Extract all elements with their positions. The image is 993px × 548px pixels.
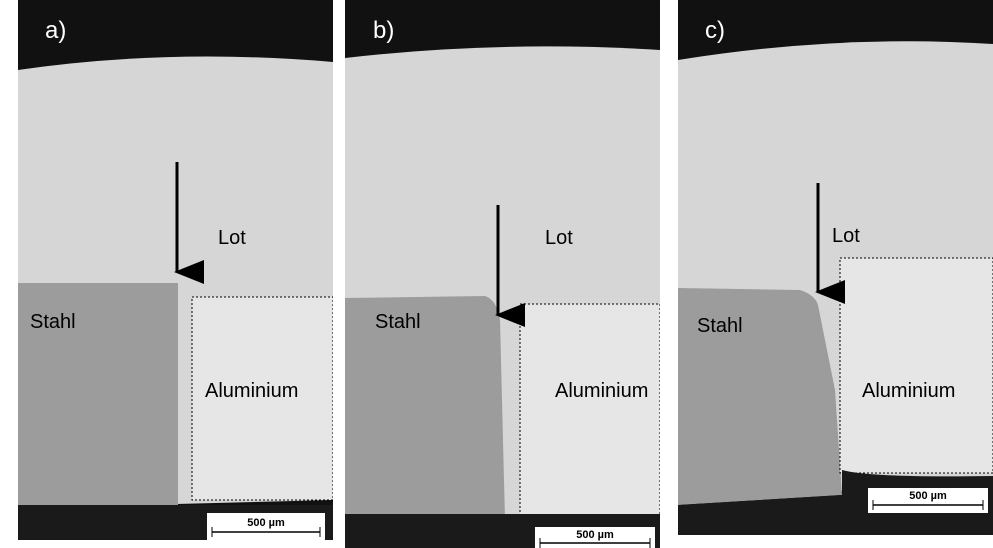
region-label: Stahl	[697, 315, 743, 337]
figure: a) Lot Stahl Aluminium 500 µm b) Lot Sta…	[0, 0, 993, 548]
region-label: Stahl	[375, 311, 421, 333]
panel-b: b) Lot Stahl Aluminium 500 µm	[345, 0, 660, 548]
panel-label: a)	[45, 17, 66, 44]
panel-label: b)	[373, 17, 394, 44]
region-label: Lot	[832, 225, 860, 247]
region-label: Stahl	[30, 311, 76, 333]
region-label: Aluminium	[205, 380, 298, 402]
panel-label: c)	[705, 17, 725, 44]
scale-bar-label: 500 µm	[247, 517, 285, 529]
scale-bar-label: 500 µm	[909, 490, 947, 502]
region-label: Aluminium	[555, 380, 648, 402]
region-label: Aluminium	[862, 380, 955, 402]
scale-bar-label: 500 µm	[576, 529, 614, 541]
region-label: Lot	[218, 227, 246, 249]
region-label: Lot	[545, 227, 573, 249]
panel-c: c) Lot Stahl Aluminium 500 µm	[678, 0, 993, 535]
panel-a: a) Lot Stahl Aluminium 500 µm	[18, 0, 333, 540]
